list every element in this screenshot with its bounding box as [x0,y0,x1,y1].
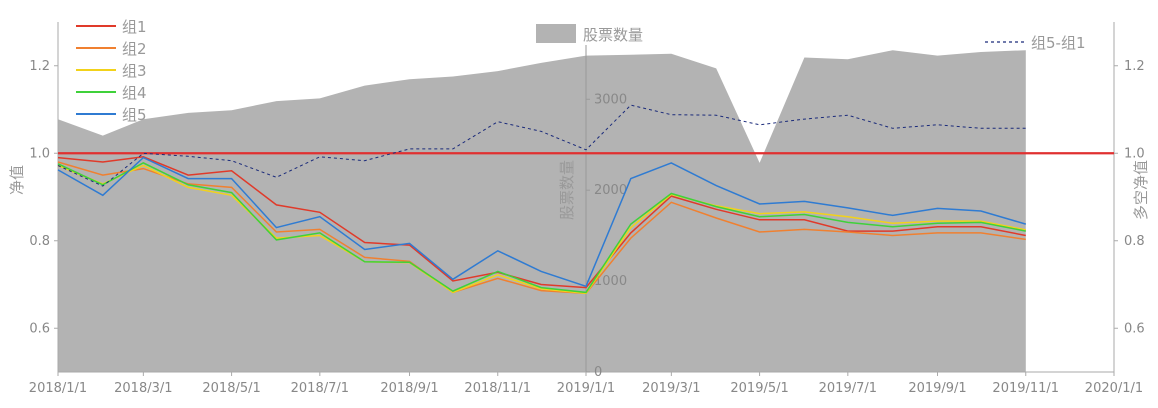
x-tick-label: 2019/7/1 [819,381,877,396]
x-tick-label: 2019/3/1 [642,381,700,396]
left-axis-label: 净值 [8,165,26,195]
legend: 组1 组2 组3 组4 组5 股票数量 组5-组1 [76,18,1086,124]
left-tick-label: 1.0 [29,146,50,161]
middle-axis-label: 股票数量 [558,160,576,220]
series-line-组2 [57,161,1026,295]
middle-tick-label: 1000 [594,274,627,289]
series-line-组5-组1 [57,104,1026,187]
right-axis-label: 多空净值 [1132,160,1150,220]
series-lines [57,104,1027,295]
x-tick-label: 2019/5/1 [730,381,788,396]
x-tick-label: 2018/11/1 [464,381,531,396]
legend-label: 组3 [122,62,147,80]
area-stock-count [58,50,1026,372]
legend-label: 组4 [122,84,147,102]
x-tick-label: 2018/3/1 [114,381,172,396]
right-tick-label: 0.6 [1124,321,1145,336]
legend-swatch-area [536,24,576,43]
middle-tick-label: 2000 [594,183,627,198]
left-tick-label: 1.2 [29,59,50,74]
left-tick-label: 0.8 [29,234,50,249]
series-line-组1 [57,156,1026,289]
stock-count-area [58,50,1026,372]
legend-label: 组2 [122,40,147,58]
middle-tick-label: 0 [594,365,602,380]
x-tick-label: 2020/1/1 [1085,381,1143,396]
legend-label: 组5 [122,106,147,124]
legend-label-area: 股票数量 [583,26,643,44]
legend-label: 组1 [122,18,147,36]
x-tick-label: 2018/1/1 [29,381,87,396]
right-tick-label: 1.0 [1124,146,1145,161]
x-tick-label: 2019/1/1 [557,381,615,396]
left-tick-label: 0.6 [29,321,50,336]
legend-label-dashed: 组5-组1 [1031,34,1086,52]
series-line-组5 [57,156,1027,288]
x-tick-label: 2018/7/1 [291,381,349,396]
x-tick-label: 2018/9/1 [380,381,438,396]
right-tick-label: 0.8 [1124,234,1145,249]
series-line-组4 [57,162,1026,294]
right-tick-label: 1.2 [1124,59,1145,74]
x-tick-label: 2018/5/1 [202,381,260,396]
middle-tick-label: 3000 [594,92,627,107]
x-tick-label: 2019/9/1 [908,381,966,396]
series-line-组3 [57,164,1026,295]
x-tick-label: 2019/11/1 [992,381,1059,396]
axes: 净值 股票数量 多空净值 0.6 0.8 1.0 1.2 0.6 0.8 1.0 1.2 0 10… [8,22,1150,396]
